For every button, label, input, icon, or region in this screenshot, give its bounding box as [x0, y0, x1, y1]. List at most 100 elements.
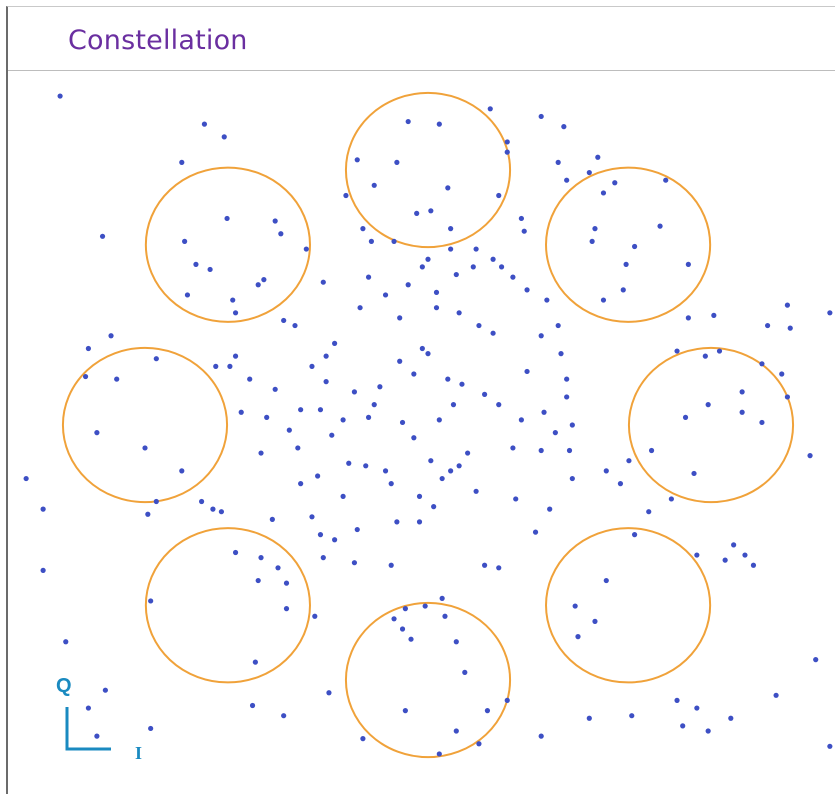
data-point [332, 537, 338, 543]
constellation-plot: QI [23, 91, 833, 763]
data-point [252, 659, 258, 665]
data-point [102, 687, 108, 693]
data-point [600, 190, 607, 196]
data-point [682, 414, 689, 420]
data-point [232, 549, 239, 556]
data-point [402, 708, 408, 714]
data-point [249, 702, 256, 709]
data-point [521, 228, 527, 234]
data-point [612, 180, 618, 186]
data-point [422, 603, 428, 609]
data-point [448, 468, 454, 474]
data-point [470, 264, 476, 270]
data-point [218, 509, 225, 515]
data-point [490, 256, 496, 262]
data-point [694, 552, 700, 558]
data-point [326, 690, 332, 696]
data-point [94, 733, 100, 739]
data-point [363, 463, 369, 469]
data-point [504, 697, 510, 704]
data-point [558, 351, 564, 357]
data-point [617, 481, 624, 487]
data-point [371, 402, 377, 408]
data-point [552, 430, 558, 436]
data-point [391, 238, 397, 244]
data-point [94, 430, 100, 436]
data-point [108, 333, 114, 339]
data-point [99, 233, 106, 239]
data-point [603, 468, 609, 474]
data-point [569, 475, 575, 482]
data-point [343, 192, 349, 199]
data-point [63, 639, 69, 645]
data-point [114, 376, 120, 382]
data-point [569, 422, 575, 428]
data-point [264, 414, 270, 420]
data-point [532, 529, 539, 535]
data-point [498, 264, 505, 270]
data-point [623, 261, 629, 267]
data-point [555, 159, 561, 165]
data-point [504, 139, 510, 145]
data-point [456, 310, 462, 316]
data-point [298, 407, 304, 413]
data-point [382, 292, 389, 298]
data-point [807, 453, 813, 459]
data-point [419, 264, 425, 270]
data-point [564, 394, 570, 400]
data-point [765, 322, 771, 329]
data-point [685, 315, 691, 321]
data-point [595, 154, 601, 160]
data-point [281, 713, 287, 719]
data-point [589, 238, 595, 244]
data-point [258, 555, 264, 561]
reference-circle [144, 527, 311, 684]
data-point [448, 246, 454, 252]
data-point [278, 231, 284, 237]
data-point [620, 287, 626, 293]
data-point [232, 353, 239, 359]
data-point [773, 692, 779, 698]
data-point [397, 358, 403, 364]
data-point [148, 598, 154, 604]
data-point [629, 713, 635, 719]
data-point [538, 447, 544, 454]
data-point [272, 218, 278, 224]
data-point [283, 580, 290, 586]
data-point [510, 274, 516, 280]
data-point [572, 603, 578, 609]
data-point [518, 417, 524, 423]
data-point [394, 519, 400, 525]
data-point [405, 118, 411, 125]
data-point [399, 419, 406, 426]
data-point [182, 238, 188, 244]
data-point [57, 93, 63, 99]
data-point [346, 460, 352, 466]
data-point [238, 409, 244, 415]
data-point [496, 192, 502, 199]
data-point [40, 506, 46, 512]
data-point [561, 124, 567, 130]
data-point [462, 669, 468, 675]
data-point [784, 302, 791, 308]
reference-circle [627, 346, 795, 504]
data-point [702, 353, 708, 359]
data-point [354, 526, 360, 533]
data-point [255, 577, 261, 584]
data-point [453, 639, 459, 645]
data-point [436, 121, 442, 127]
axis-i-label: I [135, 743, 142, 763]
data-point [428, 208, 434, 214]
data-point [179, 159, 185, 165]
reference-circle [144, 166, 311, 323]
data-point [153, 498, 159, 505]
data-point [199, 498, 205, 505]
data-point [694, 705, 700, 711]
data-point [309, 363, 315, 369]
data-point [473, 246, 479, 252]
data-point [414, 210, 420, 216]
data-point [456, 463, 462, 469]
data-point [524, 368, 530, 375]
data-point [317, 407, 324, 413]
data-point [283, 606, 290, 612]
